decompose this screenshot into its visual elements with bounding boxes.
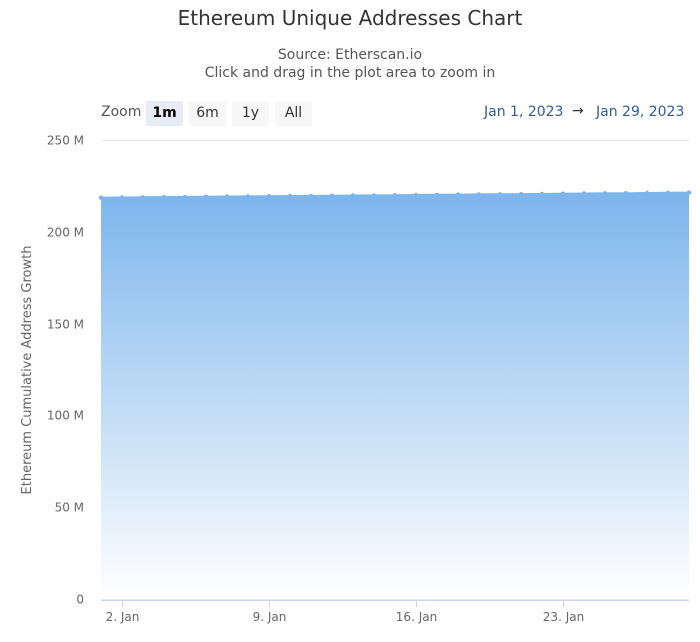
data-point [350,193,356,198]
series-area [101,192,689,599]
data-point [245,194,251,199]
data-point [518,191,524,197]
data-point [224,194,230,199]
data-point [581,191,587,196]
y-tick-label: 150 M [47,318,84,332]
data-point [476,192,482,197]
data-point [434,192,440,197]
chart-title: Ethereum Unique Addresses Chart [177,6,523,30]
data-point [161,194,167,200]
data-point [665,190,671,195]
data-point [623,191,629,196]
data-point [329,193,335,198]
zoom-1y-button[interactable]: 1y [232,101,269,126]
data-point [140,195,146,200]
zoom-1m-button[interactable]: 1m [146,101,183,126]
data-point [182,194,188,200]
data-point [287,193,293,199]
data-point [308,193,314,199]
data-point [98,195,104,200]
x-tick-label: 16. Jan [396,610,437,624]
data-point [644,190,650,196]
y-tick-label: 100 M [47,409,84,423]
range-from-input[interactable]: Jan 1, 2023 [484,104,564,120]
data-point [539,191,545,197]
data-point [413,192,419,198]
range-arrow-icon: → [572,103,584,119]
x-tick-label: 23. Jan [543,610,584,624]
data-point [455,192,461,197]
y-axis-title: Ethereum Cumulative Address Growth [20,246,35,495]
x-tick-label: 9. Jan [253,610,287,624]
data-point [119,195,125,200]
zoom-label: Zoom [101,104,142,120]
data-point [203,194,209,199]
zoom-all-button[interactable]: All [275,101,312,126]
chart-source: Source: Etherscan.io [277,47,423,63]
zoom-hint: Click and drag in the plot area to zoom … [204,65,496,81]
data-point [602,191,608,196]
data-point [560,191,566,196]
data-point [497,192,503,197]
y-tick-label: 250 M [47,134,84,148]
data-point [266,194,272,199]
y-tick-label: 200 M [47,226,84,240]
zoom-6m-button[interactable]: 6m [189,101,226,126]
range-to-input[interactable]: Jan 29, 2023 [596,104,685,120]
data-point [392,193,398,198]
data-point [686,190,692,195]
x-tick-label: 2. Jan [106,610,140,624]
y-tick-label: 50 M [55,501,84,515]
data-point [371,193,377,198]
y-tick-label: 0 [76,593,84,607]
